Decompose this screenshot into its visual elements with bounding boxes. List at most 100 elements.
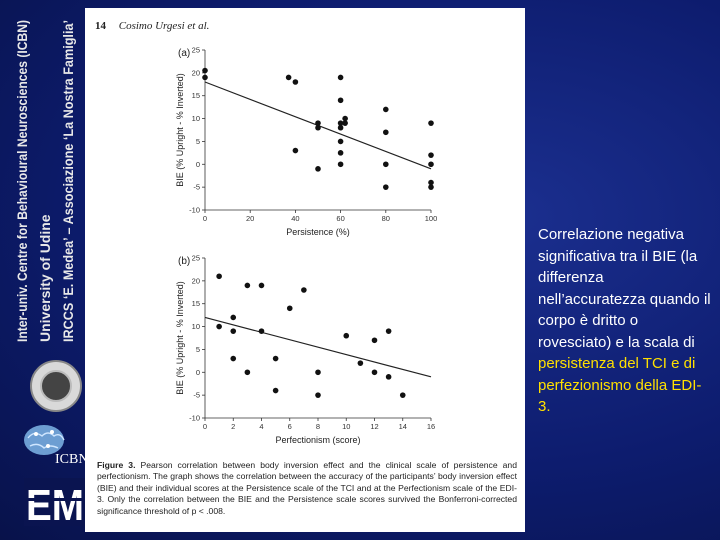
sidebar: Inter-univ. Centre for Behavioural Neuro… [0,0,89,540]
x-axis-label: Persistence (%) [286,227,350,237]
data-point [230,314,237,321]
x-tick-label: 14 [399,422,407,431]
y-tick-label: 20 [192,276,200,285]
slide-text: Correlazione negativa significativa tra … [538,224,713,418]
y-tick-label: 0 [196,160,200,169]
paper-figure: 14 Cosimo Urgesi et al. (a) -10 -5 0 5 10 15 2… [85,8,525,532]
data-point [315,369,321,376]
y-tick-label: 10 [192,114,200,123]
panel-label-a: (a) [178,48,191,59]
data-point [285,74,292,81]
data-point [337,150,344,156]
data-point [337,161,344,168]
y-tick-label: -10 [189,206,200,215]
icbn-logo-text: ICBN [55,452,89,467]
data-point [202,67,208,74]
data-point [216,273,222,280]
y-tick-label: 5 [196,345,200,354]
institution-line-1: Inter-univ. Centre for Behavioural Neuro… [14,20,30,342]
data-point [244,282,251,289]
x-tick-label: 20 [246,214,254,223]
y-tick-label: 5 [196,137,200,146]
data-point [357,360,364,366]
data-point [337,120,344,126]
data-point [383,129,389,136]
paper-author: Cosimo Urgesi et al. [118,20,210,32]
data-point [337,74,344,81]
data-point [272,387,279,394]
data-point [216,323,222,330]
institution-line-3: IRCCS ‘E. Medea’ – Associazione ‘La Nost… [60,20,76,342]
data-point [292,79,299,85]
data-point [202,74,208,81]
x-tick-label: 16 [427,422,435,431]
y-axis-label: BIE (% Upright - % Inverted) [175,281,185,395]
data-point [286,305,293,312]
data-point [337,124,344,131]
x-tick-label: 6 [288,422,292,431]
institution-text: Inter-univ. Centre for Behavioural Neuro… [14,20,76,342]
brain-logo-icon [24,425,65,455]
data-point [337,138,344,145]
data-point [385,374,392,380]
data-point [315,124,321,131]
y-tick-label: 15 [192,91,200,100]
seal-emblem [40,370,72,402]
data-point [428,184,434,190]
university-seal-icon [30,360,82,412]
data-point [230,328,237,334]
y-tick-label: -5 [193,391,200,400]
x-tick-label: 4 [259,422,263,431]
x-tick-label: 0 [203,422,207,431]
data-point [371,369,378,376]
regression-line [204,316,432,378]
institution-line-2: University of Udine [37,214,53,342]
caption-text: Pearson correlation between body inversi… [97,460,517,516]
figure-caption: Figure 3. Pearson correlation between bo… [97,460,517,517]
data-point [383,106,389,113]
y-tick-label: -10 [189,414,200,423]
y-axis-label: BIE (% Upright - % Inverted) [175,73,185,187]
x-tick-label: 80 [382,214,390,223]
x-tick-label: 0 [203,214,207,223]
chart-perfectionism: -10 -5 0 5 10 15 20 25 0 2 4 6 8 10 12 14 16 Perfectionis… [175,254,435,446]
y-tick-label: 0 [196,368,200,377]
x-tick-label: 40 [291,214,299,223]
data-point [371,337,378,344]
data-point [342,115,348,122]
x-tick-label: 100 [425,214,438,223]
y-tick-label: -5 [193,183,200,192]
y-tick-label: 25 [192,46,200,55]
em-logo-icon: EM [24,478,86,526]
data-point [258,328,265,334]
data-point [428,179,434,186]
data-point [292,147,299,154]
panel-label-b: (b) [178,256,191,267]
data-point [230,355,237,362]
data-point [301,287,307,293]
data-point [342,120,348,126]
data-point [428,161,434,168]
data-point [337,97,344,104]
x-axis-label: Perfectionism (score) [275,435,360,445]
chart-persistence: -10 -5 0 5 10 15 20 25 0 20 40 60 80 100 Persistence (… [175,46,438,238]
x-tick-label: 2 [231,422,235,431]
data-point [428,152,434,158]
data-point [383,161,389,168]
y-tick-label: 20 [192,68,200,77]
data-point [258,282,265,289]
slide-text-highlight: persistenza del TCI e di perfezionismo d… [538,355,702,415]
data-point [315,120,321,126]
data-point [315,392,321,398]
x-tick-label: 8 [316,422,320,431]
caption-label: Figure 3. [97,460,136,470]
paper-header: 14 Cosimo Urgesi et al. [95,20,209,32]
x-tick-label: 60 [336,214,344,223]
slide-text-normal: Correlazione negativa significativa tra … [538,226,711,351]
data-point [272,355,279,362]
data-point [343,332,350,339]
data-point [315,166,321,172]
em-logo-text: EM [26,481,84,526]
y-tick-label: 25 [192,254,200,263]
